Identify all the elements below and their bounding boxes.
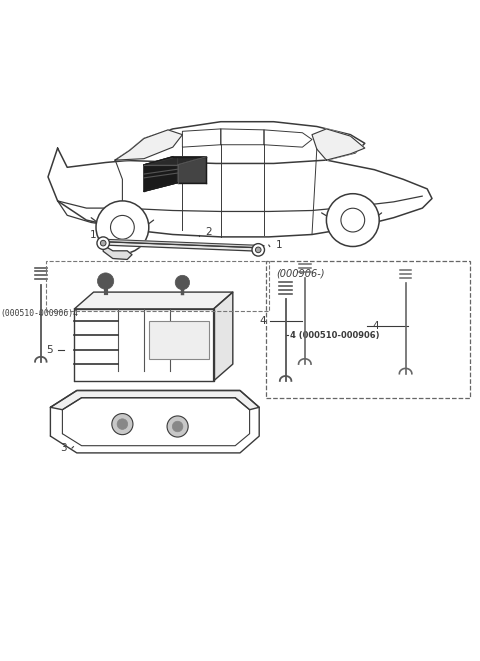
Bar — [149, 321, 209, 360]
Circle shape — [97, 273, 114, 290]
Polygon shape — [50, 391, 259, 410]
Polygon shape — [115, 122, 365, 163]
Circle shape — [172, 421, 183, 432]
Circle shape — [112, 414, 133, 435]
Polygon shape — [312, 129, 365, 160]
Polygon shape — [214, 292, 233, 381]
Circle shape — [96, 201, 149, 254]
Bar — [266, 261, 470, 398]
Circle shape — [100, 241, 106, 246]
Polygon shape — [115, 130, 182, 160]
Circle shape — [326, 194, 379, 247]
Text: (000510-000906)4: (000510-000906)4 — [0, 309, 79, 318]
Text: 5: 5 — [46, 344, 53, 355]
Circle shape — [175, 275, 190, 290]
Circle shape — [110, 215, 134, 239]
Text: 3: 3 — [60, 443, 67, 453]
Circle shape — [341, 208, 365, 232]
Circle shape — [255, 247, 261, 253]
Bar — [46, 261, 269, 311]
Polygon shape — [103, 243, 132, 260]
Polygon shape — [50, 391, 259, 453]
Polygon shape — [103, 239, 264, 248]
Polygon shape — [103, 242, 263, 251]
Circle shape — [97, 237, 109, 249]
Text: 1: 1 — [89, 231, 96, 241]
Text: 2: 2 — [205, 227, 212, 237]
Circle shape — [167, 416, 188, 437]
Polygon shape — [74, 309, 214, 381]
Circle shape — [117, 419, 128, 430]
Polygon shape — [144, 157, 178, 191]
Text: 4: 4 — [260, 316, 266, 326]
Polygon shape — [74, 292, 233, 309]
Text: 1: 1 — [276, 240, 283, 250]
Circle shape — [252, 244, 264, 256]
Polygon shape — [144, 157, 206, 165]
Text: 4: 4 — [372, 321, 379, 330]
Text: 4 (000510-000906): 4 (000510-000906) — [290, 330, 380, 340]
Text: (000906-): (000906-) — [276, 268, 324, 278]
Polygon shape — [48, 148, 432, 237]
Polygon shape — [178, 157, 206, 182]
